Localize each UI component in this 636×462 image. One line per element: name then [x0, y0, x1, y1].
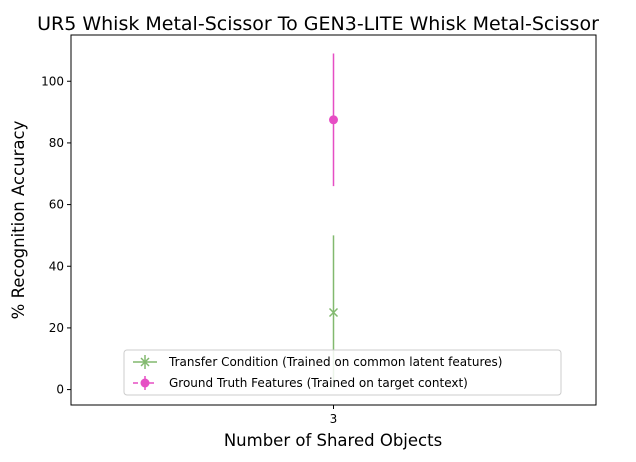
legend-item: Transfer Condition (Trained on common la… [133, 355, 502, 369]
data-point-stroke [328, 307, 339, 318]
chart-title: UR5 Whisk Metal-Scissor To GEN3-LITE Whi… [37, 13, 599, 35]
data-point [328, 307, 339, 318]
y-axis: 0 20 40 60 80 100 [41, 74, 71, 397]
legend-marker [140, 378, 150, 388]
x-axis-label: Number of Shared Objects [224, 431, 442, 450]
y-tick-label: 60 [49, 198, 64, 212]
y-tick-label: 100 [41, 74, 64, 88]
legend-label: Ground Truth Features (Trained on target… [169, 376, 468, 390]
legend-box [123, 349, 562, 396]
y-axis-label: % Recognition Accuracy [9, 120, 28, 319]
y-tick-label: 0 [56, 383, 64, 397]
legend: Transfer Condition (Trained on common la… [123, 349, 562, 396]
data-point [329, 115, 338, 125]
y-tick-label: 20 [49, 321, 64, 335]
data-marks [328, 53, 339, 390]
legend-item: Ground Truth Features (Trained on target… [133, 376, 468, 390]
x-tick-label: 3 [330, 412, 338, 426]
legend-label: Transfer Condition (Trained on common la… [168, 355, 502, 369]
y-tick-label: 40 [49, 259, 64, 273]
legend-marker [140, 357, 150, 367]
x-axis: 3 [330, 405, 338, 426]
y-tick-label: 80 [49, 136, 64, 150]
